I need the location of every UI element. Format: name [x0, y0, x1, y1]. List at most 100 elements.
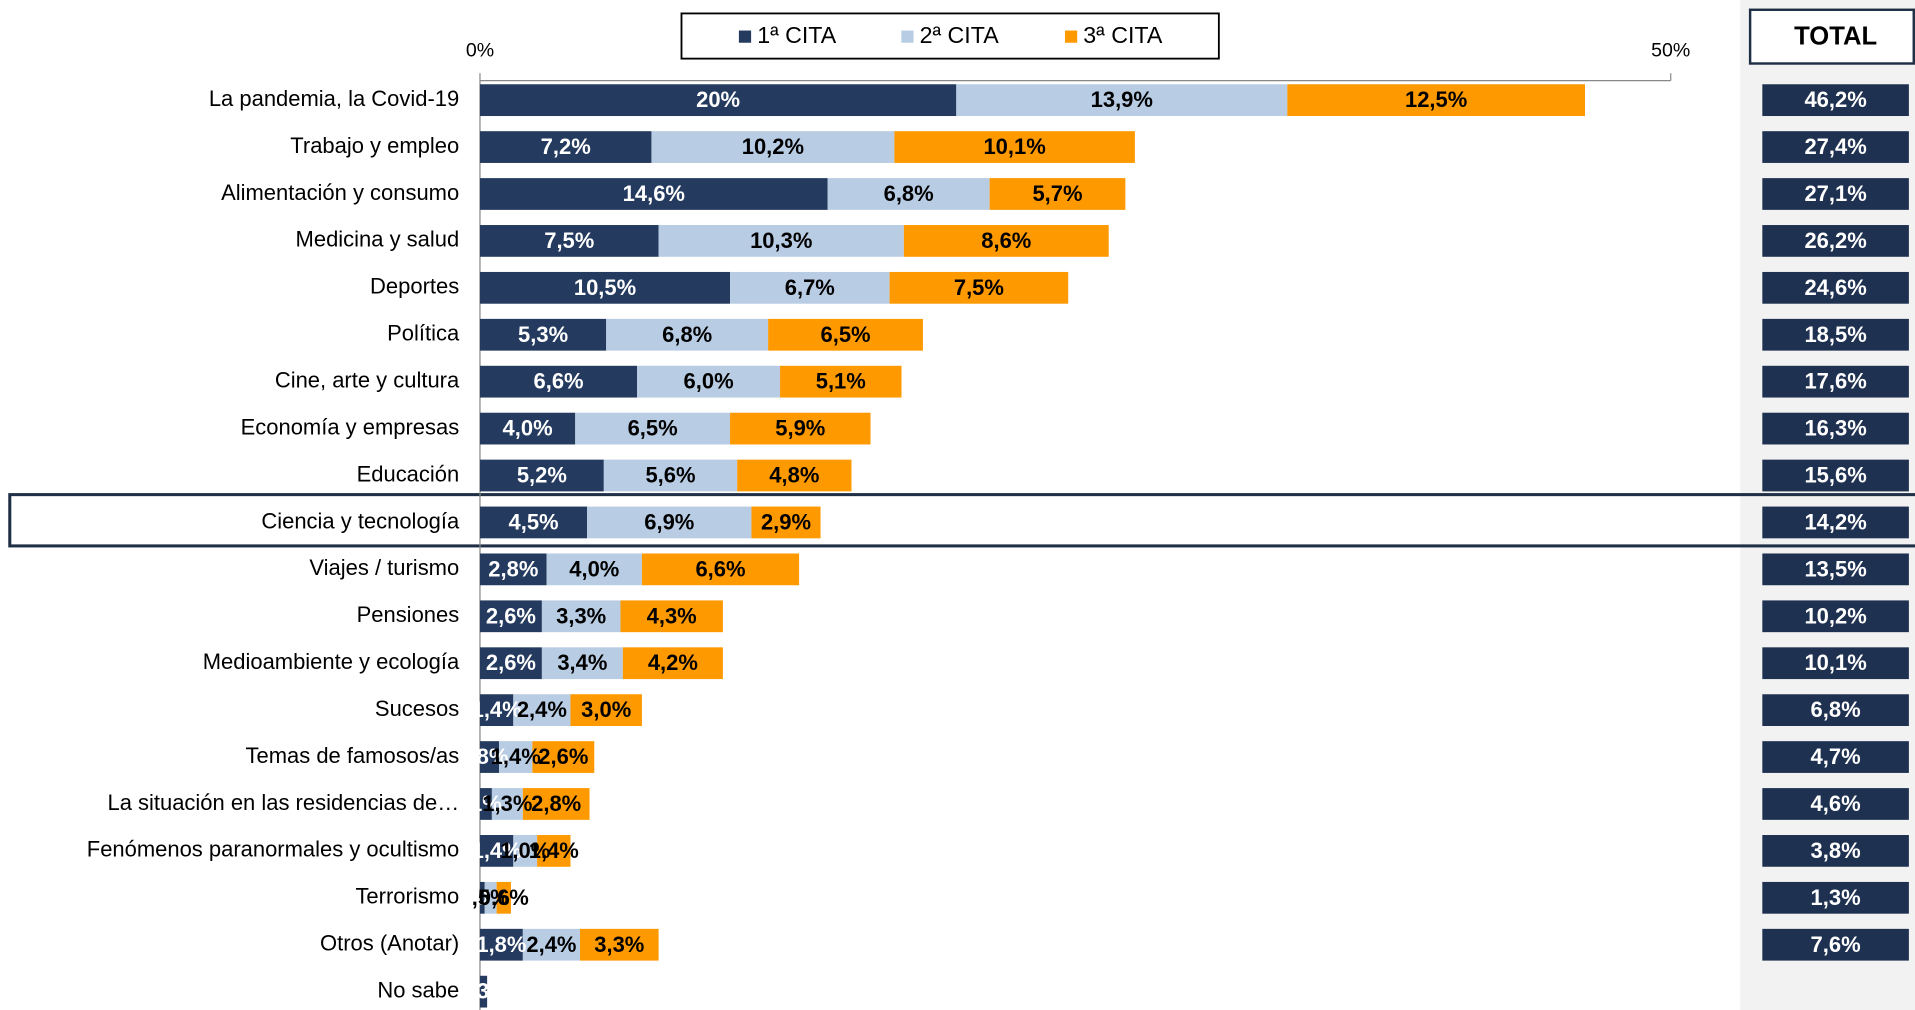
value-label: 12,5% — [1405, 87, 1467, 112]
total-label: 4,7% — [1811, 744, 1861, 769]
legend-swatch — [1064, 30, 1078, 43]
value-label: 1,0% — [500, 838, 550, 863]
total-box — [1762, 178, 1909, 210]
bar-segment — [622, 647, 723, 680]
value-label: 5,9% — [775, 416, 825, 441]
total-label: 24,6% — [1804, 275, 1866, 300]
value-label: 1% — [470, 791, 502, 816]
value-label: 4,0% — [569, 556, 619, 581]
value-label: 4,0% — [503, 416, 553, 441]
value-label: 2,6% — [486, 650, 536, 675]
bar-segment — [479, 835, 514, 867]
value-label: ,5% — [472, 885, 510, 910]
bar-segment — [751, 506, 821, 539]
bar-segment — [479, 318, 607, 351]
bar-segment — [580, 928, 659, 961]
bar-segment — [827, 178, 990, 210]
total-label: 15,6% — [1804, 463, 1866, 488]
value-label: 10,1% — [983, 134, 1045, 159]
bar-segment — [730, 412, 871, 445]
category-label: Medioambiente y ecología — [203, 649, 460, 674]
value-label: 1,3% — [482, 791, 532, 816]
value-label: 0,3% — [459, 979, 509, 1004]
bar-segment — [496, 881, 511, 914]
value-label: 4,5% — [509, 509, 559, 534]
total-label: 18,5% — [1804, 322, 1866, 347]
total-box — [1762, 694, 1909, 727]
bar-segment — [484, 881, 497, 914]
bar-segment — [537, 835, 571, 867]
bar-segment — [587, 506, 752, 539]
bar-segment — [479, 741, 500, 773]
category-label: No sabe — [377, 977, 459, 1002]
value-label: 6,7% — [785, 275, 835, 300]
bar-segment — [1287, 84, 1585, 117]
bar-segment — [479, 225, 659, 257]
value-label: 13,9% — [1091, 87, 1153, 112]
total-label: 13,5% — [1804, 556, 1866, 581]
category-label: Temas de famosos/as — [246, 743, 460, 768]
total-label: 27,4% — [1804, 134, 1866, 159]
value-label: 6,9% — [644, 509, 694, 534]
category-label: Viajes / turismo — [309, 555, 459, 580]
bar-segment — [575, 412, 731, 445]
value-label: 6,0% — [684, 369, 734, 394]
category-label: Economía y empresas — [241, 414, 460, 439]
value-label: 6,8% — [662, 322, 712, 347]
total-label: 6,8% — [1811, 697, 1861, 722]
bar-segment — [479, 178, 828, 210]
value-label: 3,3% — [594, 932, 644, 957]
value-label: 8,6% — [981, 228, 1031, 253]
value-label: 2,6% — [538, 744, 588, 769]
value-label: 7,5% — [544, 228, 594, 253]
bar-segment — [637, 365, 781, 398]
total-label: 16,3% — [1804, 416, 1866, 441]
bar-segment — [768, 318, 923, 351]
value-label: 3,0% — [581, 697, 631, 722]
value-label: 2,4% — [526, 932, 576, 957]
value-label: ,8% — [471, 744, 509, 769]
value-label: 1,4% — [529, 838, 579, 863]
bar-segment — [479, 84, 957, 117]
category-label: Deportes — [370, 274, 459, 299]
bar-segment — [479, 131, 652, 163]
total-box — [1762, 84, 1909, 117]
value-label: 10,3% — [750, 228, 812, 253]
category-label: Sucesos — [375, 696, 459, 721]
total-label: 3,8% — [1811, 838, 1861, 863]
total-label: 14,2% — [1804, 509, 1866, 534]
total-box — [1762, 600, 1909, 633]
value-label: 2,8% — [488, 556, 538, 581]
total-box — [1762, 741, 1909, 773]
bar-segment — [491, 788, 523, 820]
total-box — [1762, 412, 1909, 445]
value-label: 4,8% — [769, 463, 819, 488]
bar-segment — [894, 131, 1135, 163]
total-box — [1762, 647, 1909, 680]
bar-segment — [570, 694, 642, 727]
total-box — [1762, 506, 1909, 539]
bar-segment — [658, 225, 904, 257]
category-label: La pandemia, la Covid-19 — [209, 86, 459, 111]
bar-segment — [541, 600, 621, 633]
category-label: Educación — [357, 461, 460, 486]
value-label: 3,4% — [557, 650, 607, 675]
bar-segment — [479, 271, 731, 304]
value-label: 6,5% — [628, 416, 678, 441]
value-label: 20% — [696, 87, 740, 112]
bar-segment — [522, 788, 590, 820]
value-label: 7,5% — [954, 275, 1004, 300]
total-label: 7,6% — [1811, 932, 1861, 957]
value-label: 0 — [476, 885, 488, 910]
category-label: Medicina y salud — [296, 227, 460, 252]
bar-segment — [651, 131, 895, 163]
value-label: 6,6% — [534, 369, 584, 394]
category-label: Cine, arte y cultura — [275, 367, 460, 392]
value-label: 1,4% — [491, 744, 541, 769]
bar-segment — [513, 835, 538, 867]
value-label: 6,8% — [884, 181, 934, 206]
value-label: 2,4% — [517, 697, 567, 722]
bar-segment — [603, 459, 738, 492]
bar-segment — [541, 647, 623, 680]
value-label: 5,2% — [517, 463, 567, 488]
